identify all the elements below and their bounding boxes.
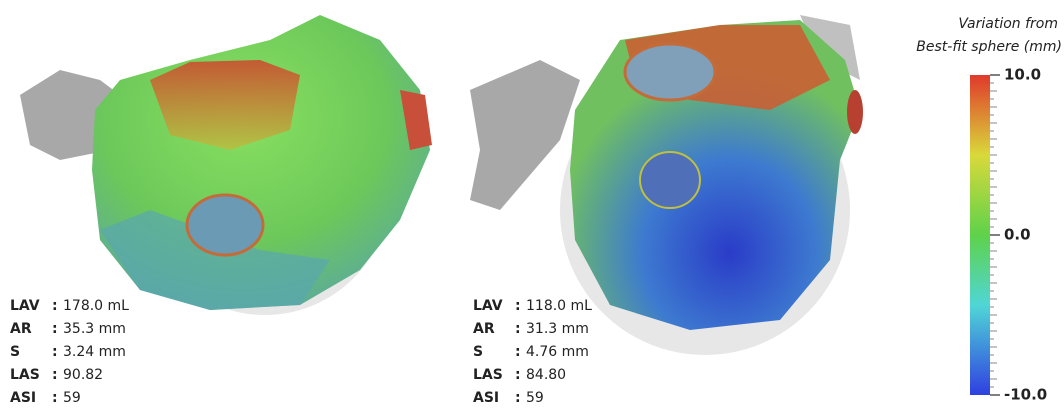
metric-value: 3.24 mm (63, 344, 126, 360)
colorbar-tick-label: 10.0 (1004, 66, 1041, 84)
metric-separator: : (515, 367, 521, 383)
colorbar-tick-label: 0.0 (1004, 226, 1031, 244)
metric-label: AR (10, 321, 32, 337)
metric-value: 84.80 (526, 367, 566, 383)
metric-label: S (10, 344, 20, 360)
colorbar (970, 75, 990, 395)
metric-value: 59 (63, 390, 81, 406)
metric-separator: : (515, 298, 521, 314)
metric-separator: : (515, 390, 521, 406)
metric-value: 178.0 mL (63, 298, 129, 314)
metric-value: 90.82 (63, 367, 103, 383)
metric-separator: : (515, 344, 521, 360)
metric-value: 4.76 mm (526, 344, 589, 360)
metric-label: LAS (10, 367, 40, 383)
metric-separator: : (52, 390, 58, 406)
metric-value: 35.3 mm (63, 321, 126, 337)
colorbar-title: Best-fit sphere (mm) (916, 39, 1062, 55)
metric-value: 31.3 mm (526, 321, 589, 337)
colorbar-title: Variation from (958, 16, 1058, 32)
metric-label: ASI (473, 390, 499, 406)
metric-label: LAS (473, 367, 503, 383)
left-atrium-left (20, 15, 432, 315)
metric-label: LAV (473, 298, 503, 314)
metric-label: AR (473, 321, 495, 337)
metric-separator: : (52, 344, 58, 360)
figure: Variation from Best-fit sphere (mm) LAV:… (0, 0, 1064, 409)
metric-label: ASI (10, 390, 36, 406)
metric-separator: : (52, 298, 58, 314)
metric-label: LAV (10, 298, 40, 314)
metric-label: S (473, 344, 483, 360)
metric-separator: : (52, 321, 58, 337)
metric-separator: : (52, 367, 58, 383)
colorbar-tick-label: -10.0 (1004, 386, 1047, 404)
metric-value: 59 (526, 390, 544, 406)
metric-separator: : (515, 321, 521, 337)
metric-value: 118.0 mL (526, 298, 592, 314)
